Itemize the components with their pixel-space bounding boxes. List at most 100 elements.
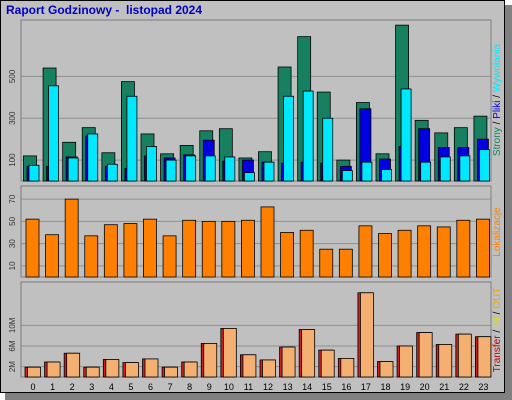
transfer-out-bar [301,329,316,378]
lokalizacje-bar [221,220,236,278]
transfer-out-bar [399,345,413,378]
frame-shadow-bottom [5,393,512,400]
lokalizacje-bar [182,219,197,278]
lokalizacje-bar [338,248,353,278]
hour-tick-label: 1 [50,382,55,392]
hour-tick-label: 7 [168,382,173,392]
wywolania-bar [28,164,40,182]
lokalizacje-bar [397,229,412,278]
panel-3-y-tick-label: 2M [8,361,17,372]
wywolania-bar [165,159,177,182]
lokalizacje-bar [103,224,118,278]
wywolania-bar [67,157,79,182]
hour-tick-label: 15 [322,382,332,392]
hour-tick-label: 5 [128,382,133,392]
lokalizacje-bar [378,233,392,278]
legend-pliki: Pliki [492,101,503,119]
panel-3-y-tick-label: 10M [8,317,17,333]
transfer-out-bar [320,349,335,378]
transfer-out-bar [281,346,296,378]
lokalizacje-bar [45,234,59,278]
panel-1-frame [20,19,492,182]
wywolania-bar [48,85,59,182]
wywolania-bar [420,161,432,182]
transfer-out-bar [418,332,433,378]
transfer-out-bar [379,361,394,378]
wywolania-bar [244,172,255,182]
legend-strony: Strony [492,127,503,156]
legend-out: OUT [492,288,503,309]
lokalizacje-bar [143,218,157,278]
panel-2-frame [20,185,492,278]
panel-3-y-tick-label: 6M [8,340,17,351]
lokalizacje-bar [456,219,471,278]
hour-tick-label: 13 [283,382,293,392]
transfer-out-bar [66,352,81,378]
legend-wywolania: Wywołania [492,43,503,92]
transfer-out-bar [125,362,139,378]
panel-2-y-tick-label: 10 [8,261,17,270]
lokalizacje-bar [25,218,40,278]
transfer-out-bar [203,343,218,378]
lokalizacje-bar [476,218,490,278]
hour-tick-label: 8 [187,382,192,392]
lokalizacje-bar [162,235,177,278]
panel-1-y-tick-label: 100 [8,153,17,167]
lokalizacje-bar [123,223,138,278]
wywolania-bar [322,117,334,182]
transfer-out-bar [457,333,472,378]
hour-tick-label: 20 [420,382,430,392]
legend-lokalizacje: Lokalizacje [492,207,503,257]
transfer-out-bar [85,366,100,378]
hour-tick-label: 17 [361,382,371,392]
legend-panel-1: Strony / Pliki / Wywołania [492,43,503,156]
transfer-out-bar [477,336,492,378]
panel-2-y-tick-label: 30 [8,239,17,248]
hour-tick-label: 6 [148,382,153,392]
lokalizacje-bar [358,225,373,278]
hour-tick-label: 2 [70,382,75,392]
hour-tick-label: 10 [224,382,234,392]
wywolania-bar [87,133,99,182]
hour-tick-label: 18 [380,382,390,392]
transfer-out-bar [340,357,355,378]
transfer-out-bar [262,359,276,378]
hour-tick-label: 19 [400,382,410,392]
wywolania-bar [185,155,197,182]
panel-2-y-tick-label: 50 [8,216,17,225]
legend-panel-2: Lokalizacje [492,207,503,257]
lokalizacje-bar [417,225,432,278]
transfer-out-bar [105,359,120,378]
hour-tick-label: 22 [459,382,469,392]
wywolania-bar [341,170,353,182]
panel-2-y-tick-label: 70 [8,194,17,203]
wywolania-bar [283,95,294,182]
wywolania-bar [224,156,236,182]
transfer-out-bar [164,366,178,378]
hour-tick-label: 21 [439,382,449,392]
legend-separator: / [492,119,503,127]
legend-transfer: Transfer [492,335,503,373]
legend-panel-3: Transfer / IN / OUT [492,288,503,373]
lokalizacje-bar [436,226,451,278]
wywolania-bar [439,156,451,182]
wywolania-bar [146,146,157,182]
report-title: Raport Godzinowy - listopad 2024 [6,3,203,17]
panel-1-y-tick-label: 500 [8,69,17,83]
lokalizacje-bar [84,235,99,278]
hour-tick-label: 4 [109,382,114,392]
transfer-out-bar [27,366,41,378]
lokalizacje-bar [201,220,216,278]
wywolania-bar [302,90,314,182]
wywolania-bar [263,161,275,182]
hour-tick-label: 23 [478,382,488,392]
hour-tick-label: 9 [207,382,212,392]
transfer-out-bar [46,361,61,378]
lokalizacje-bar [319,248,334,278]
lokalizacje-bar [64,198,79,278]
wywolania-bar [361,161,373,182]
wywolania-bar [400,88,412,182]
wywolania-bar [479,149,490,182]
transfer-out-bar [360,292,374,378]
